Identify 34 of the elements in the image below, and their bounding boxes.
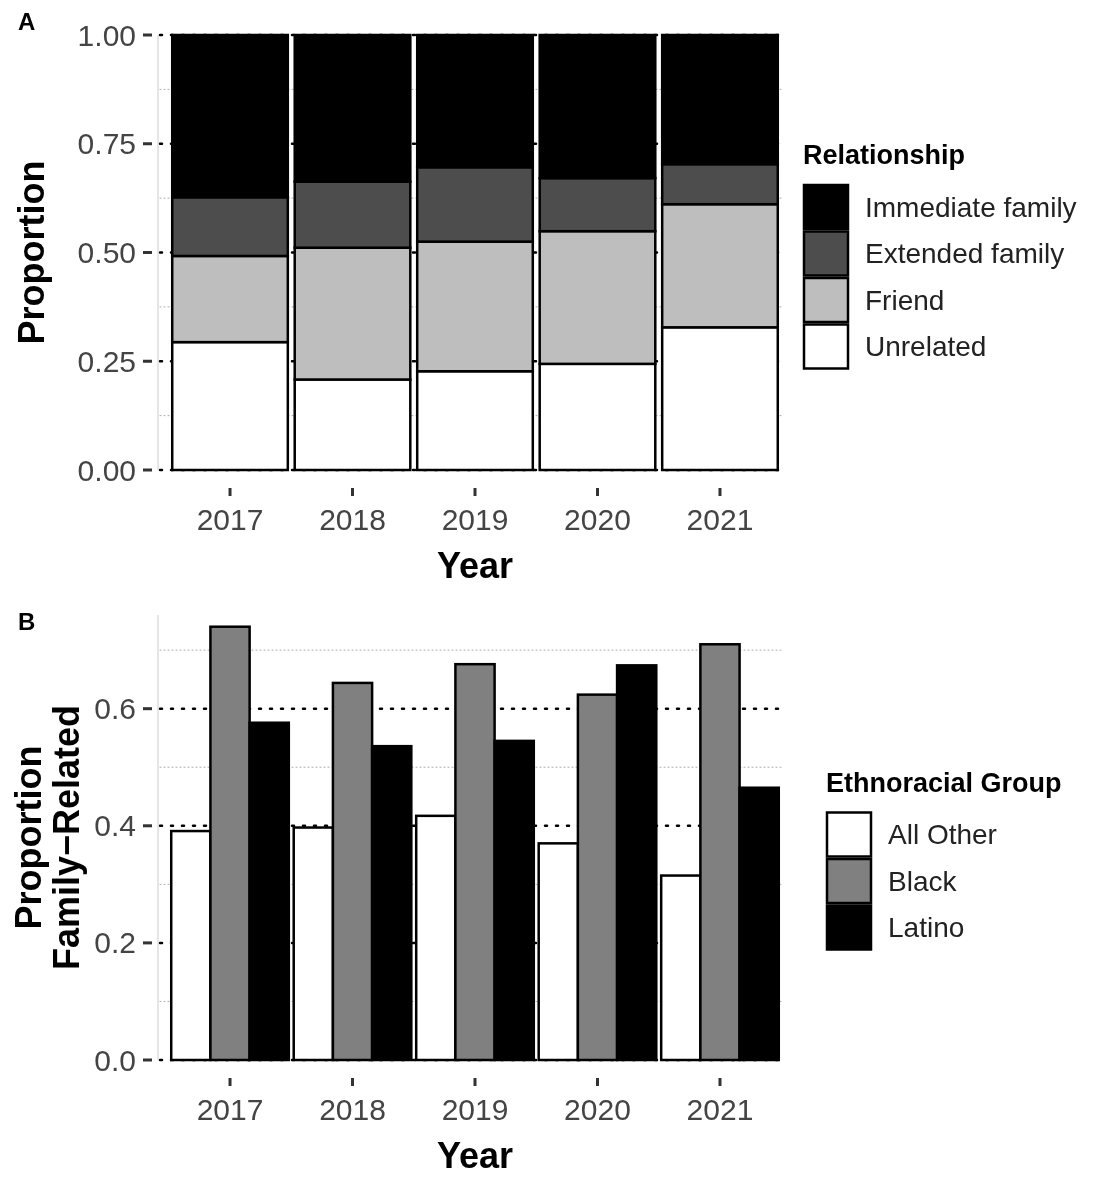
x-tick-label: 2020: [564, 1093, 631, 1126]
y-tick-label: 0.2: [94, 926, 136, 960]
y-tick-label: 0.75: [77, 127, 136, 161]
x-tick-label: 2020: [564, 503, 631, 536]
x-axis-title: Year: [436, 545, 514, 586]
y-tick-label: 0.25: [77, 344, 136, 378]
text: A: [18, 8, 36, 35]
x-tick-label: 2017: [196, 1093, 264, 1126]
legend-label: Immediate family: [865, 191, 1077, 223]
x-tick-label: 2019: [441, 503, 509, 536]
legend-label: Friend: [865, 284, 945, 316]
x-tick-label: 2017: [196, 503, 264, 536]
y-tick-label: 0.50: [77, 236, 136, 269]
y-tick-label: 1.00: [77, 18, 136, 52]
legend-title: Ethnoracial Group: [826, 767, 1062, 798]
y-axis-title: Proportion: [11, 160, 52, 345]
y-tick-label: 0.4: [94, 809, 136, 843]
x-axis-title: Year: [436, 1135, 514, 1176]
legend-label: Unrelated: [865, 331, 987, 363]
y-tick-label: 0.6: [94, 692, 136, 726]
text: B: [18, 608, 36, 635]
y-tick-label: 0.0: [94, 1043, 136, 1077]
legend-label: All Other: [888, 819, 997, 851]
legend-title: Relationship: [803, 140, 966, 170]
y-axis-title: Proportion Family−Related: [7, 704, 87, 971]
x-tick-label: 2018: [319, 1093, 386, 1126]
y-tick-label: 0.00: [77, 453, 136, 487]
legend-label: Black: [888, 865, 958, 897]
x-tick-label: 2019: [441, 1093, 509, 1126]
x-tick-label: 2021: [686, 1093, 754, 1126]
x-tick-label: 2021: [686, 503, 754, 536]
x-tick-label: 2018: [319, 503, 386, 536]
legend-label: Extended family: [865, 238, 1065, 270]
legend-label: Latino: [888, 912, 965, 944]
